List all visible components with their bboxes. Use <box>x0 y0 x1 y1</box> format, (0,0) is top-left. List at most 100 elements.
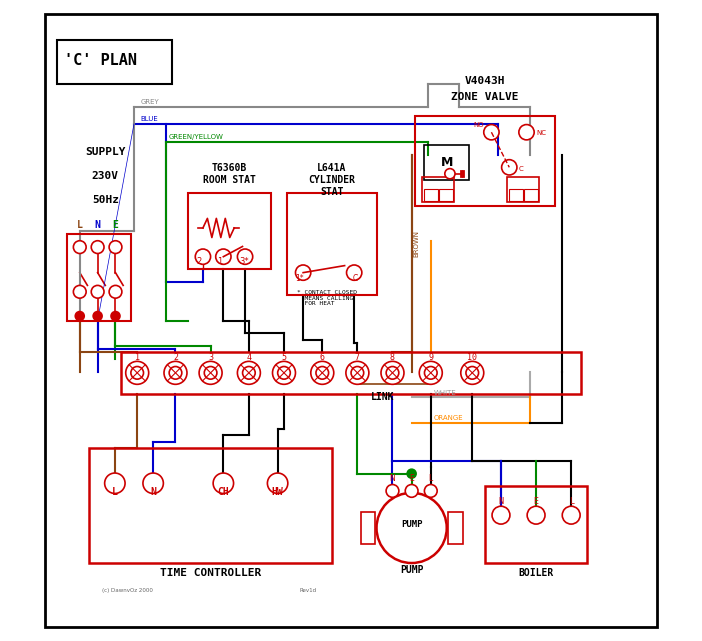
Text: LINK: LINK <box>371 392 395 403</box>
Circle shape <box>419 362 442 385</box>
Text: L: L <box>429 474 433 483</box>
Circle shape <box>346 362 369 385</box>
Circle shape <box>311 362 333 385</box>
Circle shape <box>204 367 217 379</box>
Circle shape <box>216 249 231 264</box>
Text: NC: NC <box>536 130 546 137</box>
Circle shape <box>405 485 418 497</box>
Text: BROWN: BROWN <box>413 230 420 258</box>
Text: STAT: STAT <box>320 187 343 197</box>
Circle shape <box>243 367 256 379</box>
Text: N: N <box>498 497 503 506</box>
Text: V4043H: V4043H <box>465 76 505 87</box>
Text: 6: 6 <box>320 353 325 362</box>
Text: PUMP: PUMP <box>401 520 423 529</box>
Circle shape <box>425 485 437 497</box>
Circle shape <box>407 469 416 478</box>
Circle shape <box>199 362 222 385</box>
Text: 10: 10 <box>468 353 477 362</box>
Text: L641A: L641A <box>317 163 347 172</box>
Text: BOILER: BOILER <box>519 568 554 578</box>
Circle shape <box>169 367 182 379</box>
Circle shape <box>316 367 329 379</box>
Circle shape <box>111 312 120 320</box>
Text: L: L <box>569 497 574 506</box>
Circle shape <box>93 312 102 320</box>
Circle shape <box>386 367 399 379</box>
Circle shape <box>105 473 125 494</box>
Text: C: C <box>353 274 358 283</box>
Text: CYLINDER: CYLINDER <box>308 175 355 185</box>
Circle shape <box>278 367 291 379</box>
Text: (c) DawnvOz 2000: (c) DawnvOz 2000 <box>102 588 153 593</box>
Circle shape <box>272 362 296 385</box>
Text: L: L <box>77 220 83 230</box>
Text: SUPPLY: SUPPLY <box>85 147 126 156</box>
Text: E: E <box>112 220 119 230</box>
Text: 3: 3 <box>208 353 213 362</box>
Text: ORANGE: ORANGE <box>434 415 463 421</box>
Text: PUMP: PUMP <box>400 565 423 574</box>
Circle shape <box>74 241 86 253</box>
Text: ZONE VALVE: ZONE VALVE <box>451 92 519 103</box>
Circle shape <box>527 506 545 524</box>
Circle shape <box>91 285 104 298</box>
Text: Rev1d: Rev1d <box>300 588 317 593</box>
Circle shape <box>502 160 517 175</box>
Circle shape <box>237 249 253 264</box>
Text: T6360B: T6360B <box>212 163 247 172</box>
Circle shape <box>74 285 86 298</box>
Text: 7: 7 <box>355 353 360 362</box>
Text: M: M <box>441 156 453 169</box>
Text: NO: NO <box>473 122 484 128</box>
Text: 1*: 1* <box>296 274 304 283</box>
Text: 1: 1 <box>135 353 140 362</box>
Text: BLUE: BLUE <box>140 117 158 122</box>
Text: 1: 1 <box>218 257 223 267</box>
Circle shape <box>91 241 104 253</box>
Circle shape <box>445 169 455 179</box>
Text: C: C <box>518 165 523 172</box>
Circle shape <box>376 493 446 563</box>
Text: 8: 8 <box>390 353 395 362</box>
Circle shape <box>347 265 362 280</box>
Text: * CONTACT CLOSED
  MEANS CALLING
  FOR HEAT: * CONTACT CLOSED MEANS CALLING FOR HEAT <box>297 290 357 306</box>
Circle shape <box>296 265 311 280</box>
Circle shape <box>425 367 437 379</box>
Text: TIME CONTROLLER: TIME CONTROLLER <box>160 568 261 578</box>
Circle shape <box>126 362 149 385</box>
Circle shape <box>75 312 84 320</box>
Text: HW: HW <box>272 487 284 497</box>
Circle shape <box>131 367 143 379</box>
Text: ROOM STAT: ROOM STAT <box>204 175 256 185</box>
Circle shape <box>492 506 510 524</box>
Text: E: E <box>409 474 414 483</box>
Circle shape <box>267 473 288 494</box>
Text: 2: 2 <box>197 257 201 267</box>
Text: N: N <box>390 474 395 483</box>
Text: 50Hz: 50Hz <box>92 195 119 205</box>
Circle shape <box>484 124 499 140</box>
Circle shape <box>213 473 234 494</box>
Circle shape <box>386 485 399 497</box>
Circle shape <box>164 362 187 385</box>
Text: 5: 5 <box>282 353 286 362</box>
Circle shape <box>237 362 260 385</box>
Circle shape <box>381 362 404 385</box>
Text: GREEN/YELLOW: GREEN/YELLOW <box>169 134 224 140</box>
Text: 9: 9 <box>428 353 433 362</box>
Text: N: N <box>150 487 156 497</box>
Text: GREY: GREY <box>140 99 159 104</box>
Text: 230V: 230V <box>92 171 119 181</box>
Circle shape <box>351 367 364 379</box>
Text: 4: 4 <box>246 353 251 362</box>
Text: E: E <box>534 497 538 506</box>
Text: CH: CH <box>218 487 230 497</box>
Text: WHITE: WHITE <box>434 390 457 395</box>
Circle shape <box>109 241 122 253</box>
Circle shape <box>461 362 484 385</box>
Circle shape <box>466 367 479 379</box>
Circle shape <box>143 473 164 494</box>
Circle shape <box>562 506 580 524</box>
Text: 2: 2 <box>173 353 178 362</box>
